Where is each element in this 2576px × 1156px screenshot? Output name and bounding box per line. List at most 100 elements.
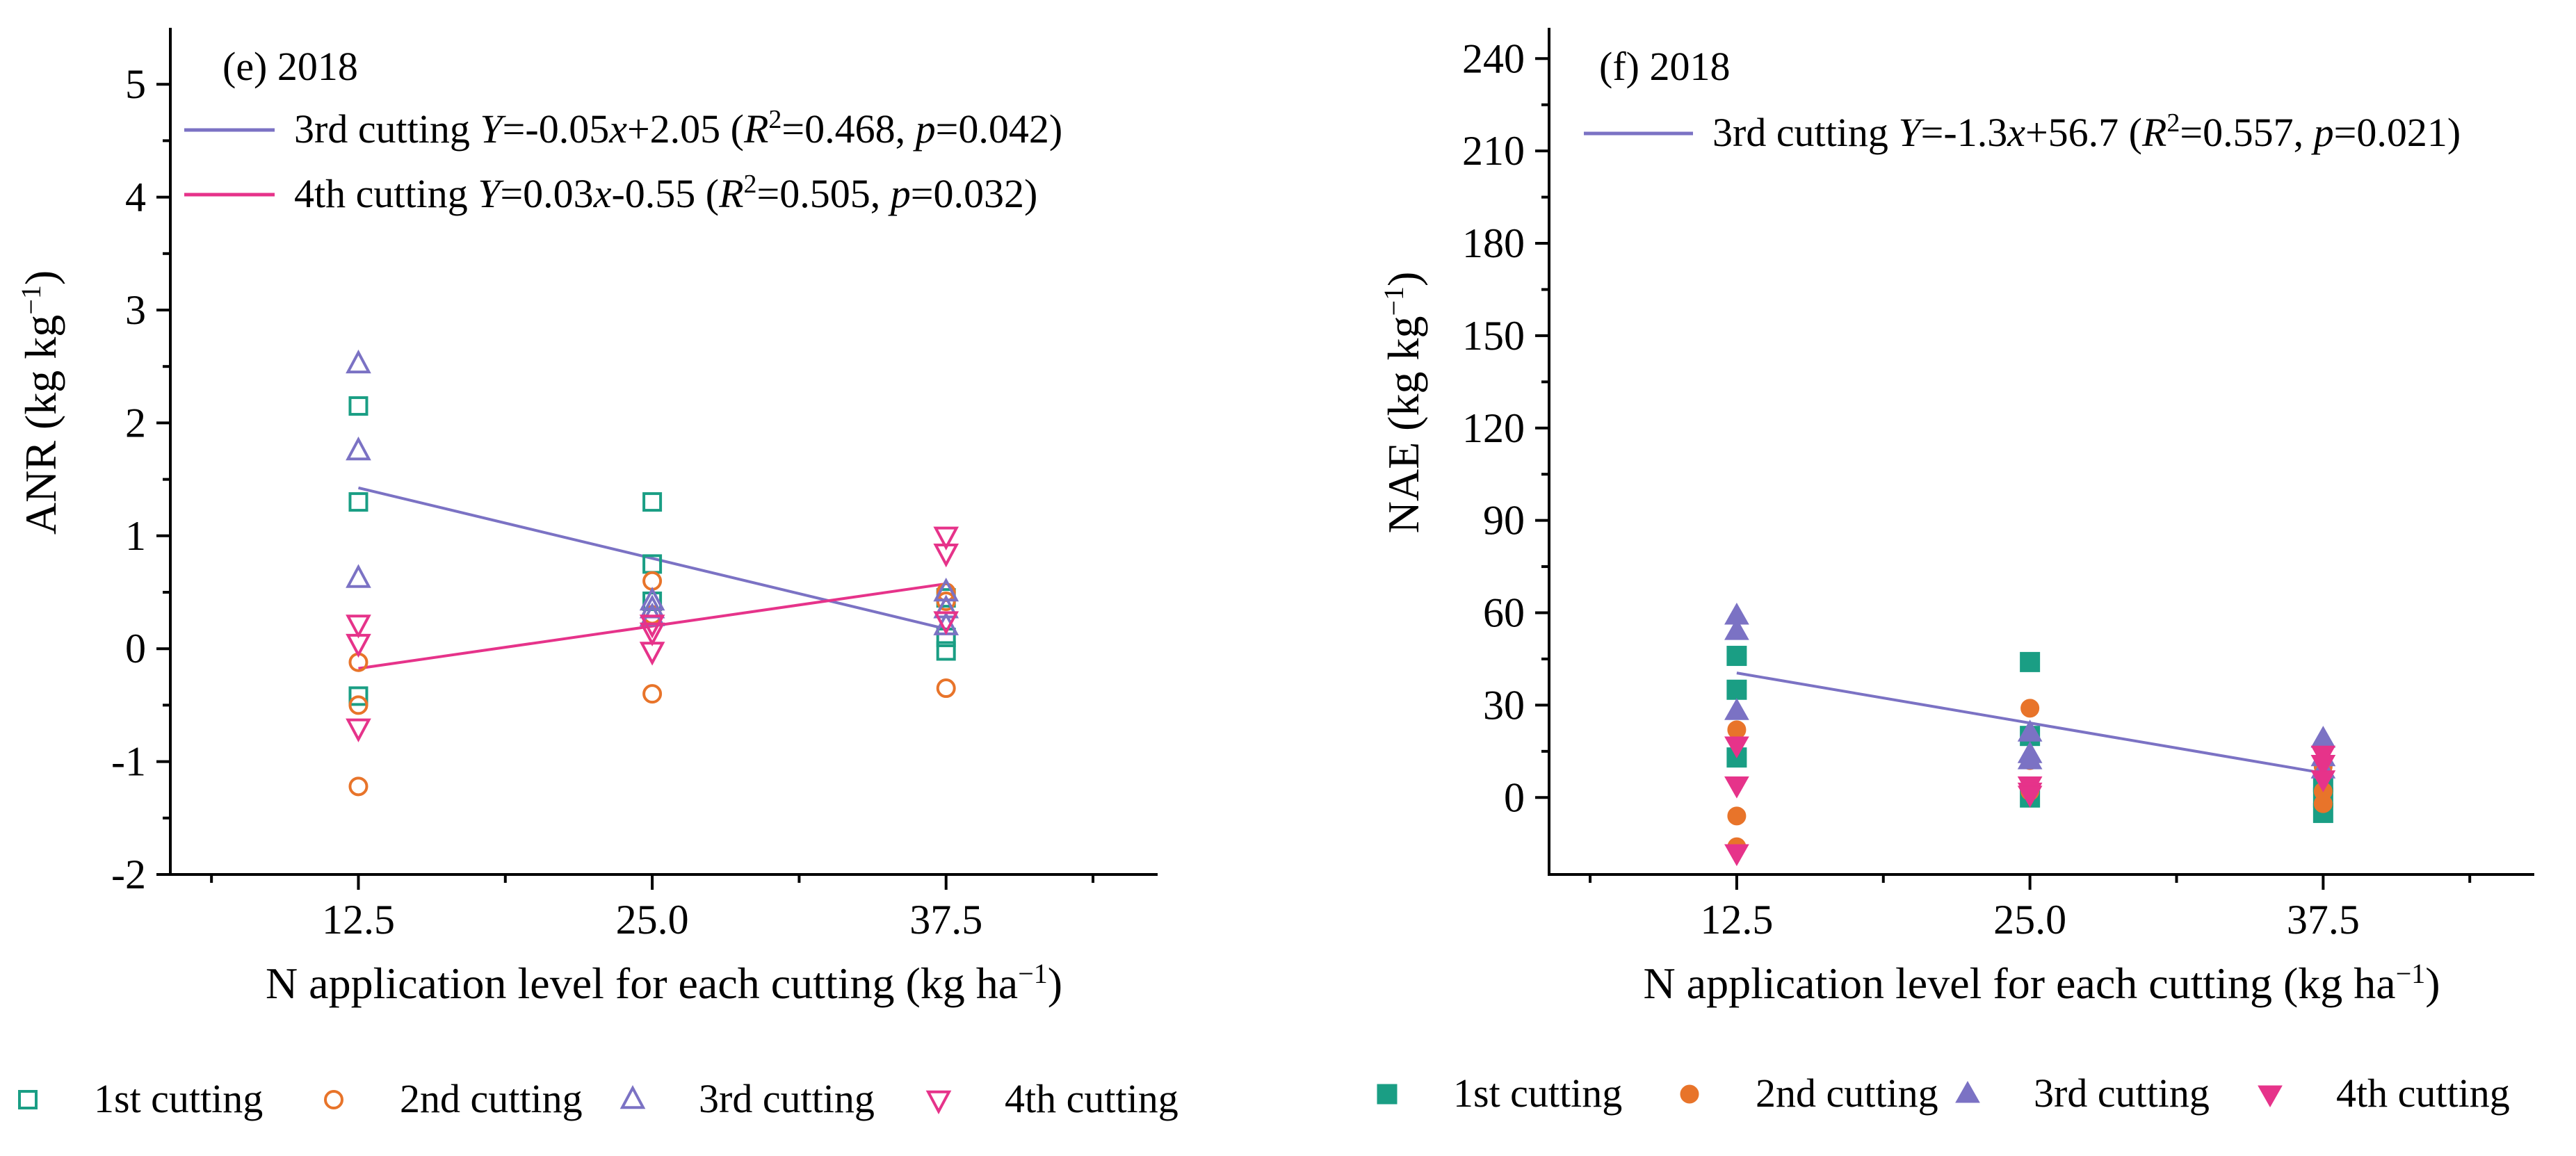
axis-frame <box>169 28 1158 876</box>
data-point <box>348 686 368 706</box>
x-tick-label: 12.5 <box>322 897 395 943</box>
legend-marker <box>2258 1085 2283 1108</box>
x-axis-title: N application level for each cutting (kg… <box>1643 958 2440 1009</box>
data-point <box>1724 776 1749 799</box>
data-point <box>1724 618 1749 640</box>
fit-equation: 3rd cutting Y=-1.3x+56.7 (R2=0.557, p=0.… <box>1712 108 2461 155</box>
axis-frame <box>1548 28 2534 876</box>
series-4th-cutting <box>1724 736 2336 867</box>
legend-marker <box>324 1090 343 1109</box>
data-point <box>346 718 371 742</box>
data-point <box>2020 651 2041 672</box>
data-point <box>1726 646 1747 667</box>
y-tick-label: 30 <box>1483 682 1525 728</box>
y-tick-label: 0 <box>1504 774 1525 820</box>
data-point <box>2310 726 2336 748</box>
data-point <box>933 611 959 635</box>
legend-marker <box>1680 1084 1699 1104</box>
fit-equation: 3rd cutting Y=-0.05x+2.05 (R2=0.468, p=0… <box>294 105 1062 152</box>
y-tick-label: 120 <box>1462 405 1525 451</box>
data-point <box>1724 698 1749 720</box>
y-tick-label: 150 <box>1462 313 1525 359</box>
data-point <box>639 586 665 611</box>
legend-label: 4th cutting <box>1005 1076 1178 1121</box>
y-tick-label: 0 <box>125 626 146 671</box>
legend-label: 3rd cutting <box>2034 1070 2210 1116</box>
legend-e: 1st cutting 2nd cutting 3rd cutting 4th cut… <box>18 1076 1178 1121</box>
legend-label: 4th cutting <box>2336 1070 2510 1116</box>
data-point <box>348 396 368 416</box>
legend-label: 1st cutting <box>1453 1070 1622 1116</box>
legend-marker <box>619 1084 646 1109</box>
panel-label: (f) 2018 <box>1599 44 1730 89</box>
data-point <box>639 642 665 666</box>
data-point <box>348 492 368 512</box>
data-point <box>639 614 665 639</box>
data-point <box>642 492 663 512</box>
legend-label: 1st cutting <box>94 1076 263 1121</box>
data-point <box>936 678 956 699</box>
panel-label: (e) 2018 <box>222 44 358 89</box>
y-axis-title: NAE (kg kg−1) <box>1378 272 1429 534</box>
y-tick-label: 3 <box>125 287 146 333</box>
x-tick-label: 25.0 <box>616 897 689 943</box>
y-tick-label: 240 <box>1462 35 1525 81</box>
data-point <box>1727 720 1747 740</box>
data-point <box>346 349 371 374</box>
legend-label: 2nd cutting <box>1756 1070 1938 1116</box>
data-point <box>2017 747 2043 770</box>
panel-f: 0 30 60 90 120 150 180 210 240 12.5 25.0 37.5 N appl… <box>1377 28 2534 1116</box>
y-tick-label: 180 <box>1462 220 1525 266</box>
x-tick-label: 25.0 <box>1993 897 2066 943</box>
x-tick-label: 37.5 <box>909 897 982 943</box>
x-tick-label: 37.5 <box>2287 897 2360 943</box>
legend-label: 3rd cutting <box>699 1076 875 1121</box>
data-point <box>348 776 368 797</box>
panel-e: -2 -1 0 1 2 3 4 5 12.5 25.0 37.5 N application leve… <box>15 28 1178 1121</box>
data-point <box>346 614 371 639</box>
data-point <box>2310 770 2336 792</box>
data-point <box>1724 844 1749 867</box>
data-point <box>642 684 663 704</box>
x-axis-title: N application level for each cutting (kg… <box>266 958 1062 1009</box>
fit-line-3rd-cutting <box>358 486 947 630</box>
y-tick-label: 5 <box>125 61 146 107</box>
y-tick-label: 4 <box>125 174 146 220</box>
series-4th-cutting <box>346 526 959 742</box>
data-point <box>1727 806 1747 826</box>
data-point <box>933 526 959 551</box>
y-tick-label: 210 <box>1462 128 1525 174</box>
series-3rd-cutting <box>1724 602 2336 779</box>
data-point <box>1724 736 1749 758</box>
data-point <box>2017 785 2043 808</box>
legend-marker <box>925 1090 952 1115</box>
y-axis-title: ANR (kg kg−1) <box>15 270 66 535</box>
y-tick-label: 1 <box>125 513 146 559</box>
data-point <box>2020 699 2040 718</box>
series-1st-cutting <box>348 396 956 706</box>
fit-equation: 4th cutting Y=0.03x-0.55 (R2=0.505, p=0.… <box>294 170 1037 216</box>
y-tick-label: -2 <box>111 852 146 897</box>
data-point <box>346 436 371 461</box>
data-point <box>346 564 371 588</box>
data-point <box>936 627 956 647</box>
data-point <box>933 543 959 568</box>
data-point <box>1726 679 1747 700</box>
legend-label: 2nd cutting <box>400 1076 583 1121</box>
legend-marker <box>1955 1080 1980 1103</box>
data-point <box>2310 755 2336 777</box>
y-tick-label: 2 <box>125 400 146 446</box>
data-point <box>639 622 665 646</box>
y-tick-label: 60 <box>1483 590 1525 636</box>
legend-marker <box>18 1090 38 1109</box>
data-point <box>936 641 956 661</box>
data-point <box>348 695 368 715</box>
data-point <box>2313 794 2333 813</box>
y-tick-label: -1 <box>111 739 146 785</box>
x-tick-label: 12.5 <box>1700 897 1773 943</box>
legend-f: 1st cutting 2nd cutting 3rd cutting 4th cut… <box>1377 1070 2510 1116</box>
y-tick-label: 90 <box>1483 498 1525 544</box>
legend-marker <box>1377 1084 1398 1105</box>
data-point <box>346 633 371 658</box>
